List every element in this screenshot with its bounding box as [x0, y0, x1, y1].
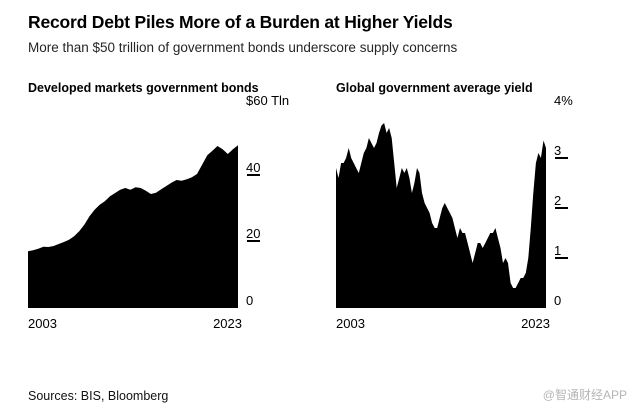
y-tick-label: 20	[246, 226, 261, 242]
y-axis-top-label: $60 Tln	[246, 93, 290, 108]
page-title: Record Debt Piles More of a Burden at Hi…	[28, 12, 453, 32]
area-series	[336, 123, 546, 308]
x-axis-baseline	[336, 305, 546, 308]
x-axis-baseline	[28, 305, 238, 308]
yield-chart-title: Global government average yield	[336, 81, 533, 95]
yield-x-axis: 2003 2023	[336, 316, 550, 331]
yield-chart-panel: Global government average yield 4% 3 2 1 0 2…	[336, 81, 604, 338]
chart-page: Record Debt Piles More of a Burden at Hi…	[28, 12, 613, 338]
bonds-x-axis: 2003 2023	[28, 316, 242, 331]
y-tick-label: 0	[246, 293, 254, 308]
bonds-chart-panel: Developed markets government bonds $60 T…	[28, 81, 296, 338]
x-axis-label: 2003	[336, 316, 365, 331]
x-axis-label: 2023	[521, 316, 550, 331]
bonds-chart-title: Developed markets government bonds	[28, 81, 259, 95]
page-subtitle: More than $50 trillion of government bon…	[28, 40, 458, 55]
y-axis-top-label: 4%	[554, 93, 573, 108]
x-axis-label: 2023	[213, 316, 242, 331]
x-axis-label: 2003	[28, 316, 57, 331]
yield-chart-area: 4% 3 2 1 0 2003 2023	[336, 93, 604, 338]
y-tick-mark	[555, 207, 568, 209]
y-tick-label: 40	[246, 159, 261, 175]
yield-y-axis: 4% 3 2 1 0	[550, 93, 604, 308]
charts-row: Developed markets government bonds $60 T…	[28, 81, 613, 338]
watermark: @智通财经APP	[542, 388, 627, 402]
bonds-area-chart	[28, 145, 238, 308]
y-tick-label: 0	[554, 293, 562, 308]
footer: Sources: BIS, Bloomberg @智通财经APP	[28, 386, 627, 403]
y-tick-label: 1	[554, 243, 562, 258]
bonds-chart-area: $60 Tln 40 20 0 2003 2023	[28, 93, 296, 338]
y-tick-label: 3	[554, 143, 562, 158]
yield-area-chart	[336, 123, 546, 308]
sources-note: Sources: BIS, Bloomberg	[28, 389, 169, 403]
y-tick-mark	[555, 257, 568, 259]
y-tick-mark	[247, 240, 260, 243]
y-tick-mark	[247, 173, 260, 176]
y-tick-mark	[555, 157, 568, 159]
area-series	[28, 145, 238, 308]
y-tick-label: 2	[554, 193, 562, 208]
bonds-y-axis: $60 Tln 40 20 0	[242, 93, 296, 308]
